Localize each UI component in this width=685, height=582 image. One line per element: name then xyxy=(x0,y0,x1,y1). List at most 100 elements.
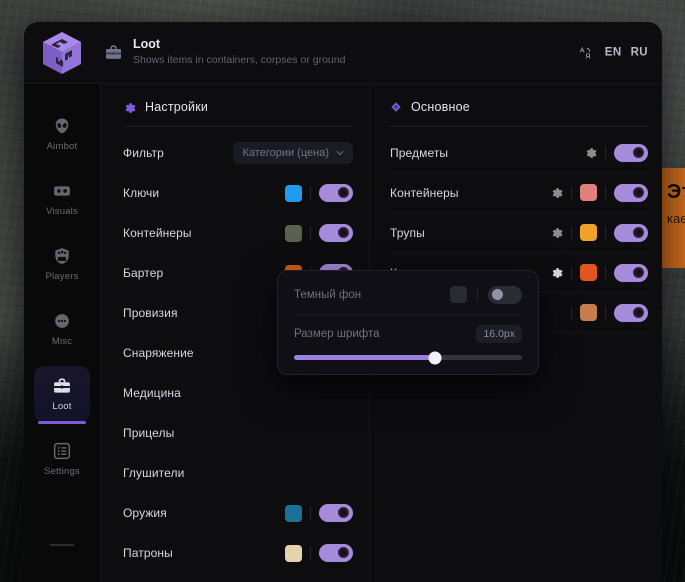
language-switcher[interactable]: A Я EN RU xyxy=(579,44,648,61)
main-row-toggle[interactable] xyxy=(614,223,648,242)
category-color-swatch[interactable] xyxy=(285,504,302,522)
dark-background-swatch[interactable] xyxy=(450,286,467,303)
font-size-slider[interactable] xyxy=(294,351,522,364)
main-row-color-swatch[interactable] xyxy=(580,224,597,241)
main-row-color-swatch[interactable] xyxy=(580,184,597,201)
row-separator xyxy=(605,225,606,240)
main-row-label: Предметы xyxy=(390,145,449,160)
dark-background-row: Темный фон xyxy=(294,275,522,315)
row-separator xyxy=(310,546,311,560)
main-row: Трупы xyxy=(390,213,648,253)
row-separator xyxy=(477,287,478,302)
sidebar-divider xyxy=(50,544,74,546)
sidebar-item-label: Loot xyxy=(52,401,72,412)
category-row: Прицелы xyxy=(123,413,353,453)
row-gear-icon[interactable] xyxy=(550,266,563,279)
row-separator xyxy=(310,506,311,520)
main-row-label: Контейнеры xyxy=(390,185,459,200)
window-header: Loot Shows items in containers, corpses … xyxy=(24,22,662,84)
main-row: Контейнеры xyxy=(390,173,648,213)
category-toggle[interactable] xyxy=(319,224,353,242)
page-title: Loot xyxy=(133,36,161,51)
main-row-color-swatch[interactable] xyxy=(580,264,597,281)
translate-icon: A Я xyxy=(580,46,591,60)
sidebar-item-label: Misc xyxy=(51,336,73,347)
row-gear-icon[interactable] xyxy=(550,226,563,239)
row-gear-icon[interactable] xyxy=(584,146,597,159)
app-logo xyxy=(24,30,100,76)
row-separator xyxy=(605,265,606,280)
category-row: Глушители xyxy=(123,453,353,493)
row-separator xyxy=(310,226,311,240)
slider-thumb[interactable] xyxy=(428,351,442,364)
toggle-knob xyxy=(633,266,644,278)
window-body: Aimbot Visuals Players xyxy=(24,84,662,582)
sidebar-item-aimbot[interactable]: Aimbot xyxy=(34,106,90,162)
toggle-knob xyxy=(633,226,644,238)
category-color-swatch[interactable] xyxy=(285,224,302,242)
alien-icon xyxy=(55,118,69,134)
lang-ru-button[interactable]: RU xyxy=(630,46,648,59)
font-size-label: Размер шрифта xyxy=(294,328,380,340)
category-label: Ключи xyxy=(123,186,160,200)
category-list: Ключи Контейнеры Бартер Провизия Снаряжение М… xyxy=(123,173,353,582)
sidebar-item-settings[interactable]: Settings xyxy=(34,431,90,487)
row-separator xyxy=(571,305,572,320)
section-title: Настройки xyxy=(145,100,209,114)
sidebar-item-players[interactable]: Players xyxy=(34,236,90,292)
settings-section-header: Настройки xyxy=(123,100,353,126)
category-color-swatch[interactable] xyxy=(285,544,302,562)
toggle-knob xyxy=(633,186,644,198)
main-row-toggle[interactable] xyxy=(614,303,648,322)
list-icon xyxy=(53,442,71,460)
category-color-swatch[interactable] xyxy=(285,184,302,202)
row-separator xyxy=(605,145,606,160)
side-banner[interactable]: Эт кае xyxy=(659,168,685,268)
sidebar-item-visuals[interactable]: Visuals xyxy=(34,171,90,227)
category-label: Оружия xyxy=(123,506,167,520)
diamond-icon xyxy=(391,102,401,112)
filter-dropdown-value: Категории (цена) xyxy=(242,147,329,159)
category-row: Оружия xyxy=(123,493,353,533)
lang-en-button[interactable]: EN xyxy=(604,46,622,59)
sidebar-item-label: Players xyxy=(45,271,79,282)
section-title: Основное xyxy=(411,100,470,114)
main-row-toggle[interactable] xyxy=(614,183,648,202)
main-row-label: Трупы xyxy=(390,225,425,240)
category-toggle[interactable] xyxy=(319,184,353,202)
category-label: Снаряжение xyxy=(123,346,194,360)
main-row-color-swatch[interactable] xyxy=(580,304,597,321)
dark-background-toggle[interactable] xyxy=(488,285,522,304)
category-row: Медицина xyxy=(123,373,353,413)
sidebar-item-label: Aimbot xyxy=(46,141,78,152)
sidebar-item-label: Settings xyxy=(44,466,80,477)
category-toggle[interactable] xyxy=(319,504,353,522)
category-row: Снаряжение xyxy=(123,333,353,373)
category-label: Провизия xyxy=(123,306,178,320)
category-label: Прицелы xyxy=(123,426,175,440)
shield-icon xyxy=(55,248,69,264)
main-row-toggle[interactable] xyxy=(614,263,648,282)
category-label: Контейнеры xyxy=(123,226,192,240)
category-row: Патроны xyxy=(123,533,353,573)
main-row-toggle[interactable] xyxy=(614,143,648,162)
row-separator xyxy=(605,185,606,200)
sidebar-item-loot[interactable]: Loot xyxy=(34,366,90,424)
category-label: Глушители xyxy=(123,466,185,480)
row-separator xyxy=(571,185,572,200)
category-toggle[interactable] xyxy=(319,544,353,562)
toggle-knob xyxy=(338,227,349,238)
side-banner-title: Эт xyxy=(667,181,685,203)
page-subtitle: Shows items in containers, corpses or gr… xyxy=(133,54,346,67)
row-gear-icon[interactable] xyxy=(550,186,563,199)
toggle-knob xyxy=(633,146,644,158)
category-row: Ключи xyxy=(123,173,353,213)
sidebar: Aimbot Visuals Players xyxy=(24,84,100,582)
sidebar-item-misc[interactable]: Misc xyxy=(34,301,90,357)
filter-dropdown[interactable]: Категории (цена) xyxy=(232,142,353,164)
toggle-knob xyxy=(492,288,503,300)
header-title-text: Loot Shows items in containers, corpses … xyxy=(133,37,345,68)
sg-cube-logo-icon xyxy=(43,31,81,74)
main-row: Предметы xyxy=(390,133,648,173)
dark-background-label: Темный фон xyxy=(294,288,362,301)
